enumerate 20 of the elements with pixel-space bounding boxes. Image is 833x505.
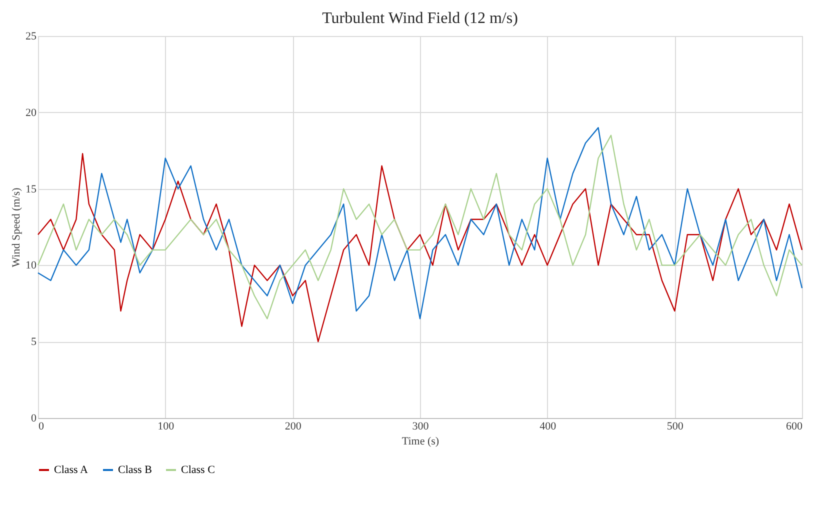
x-tick-label: 600 [786,420,803,432]
x-tick-label: 300 [412,420,430,432]
y-tick-label: 0 [31,412,37,424]
y-tick-label: 20 [26,106,37,119]
y-axis-title: Wind Speed (m/s) [10,187,22,268]
y-tick-label: 25 [26,30,37,42]
legend-label: Class C [181,464,215,476]
y-tick-label: 15 [26,183,37,196]
x-tick-label: 400 [540,420,557,432]
chart-title: Turbulent Wind Field (12 m/s) [322,10,518,27]
x-tick-label: 500 [666,420,684,432]
y-tick-label: 5 [31,336,37,348]
legend-label: Class B [118,464,152,476]
x-tick-label: 100 [158,420,175,432]
x-axis-title: Time (s) [402,436,440,448]
y-tick-label: 10 [26,260,37,272]
x-tick-label: 200 [284,420,302,432]
line-series [37,153,803,342]
legend-label: Class A [54,464,88,476]
x-tick-label: 0 [38,420,44,432]
